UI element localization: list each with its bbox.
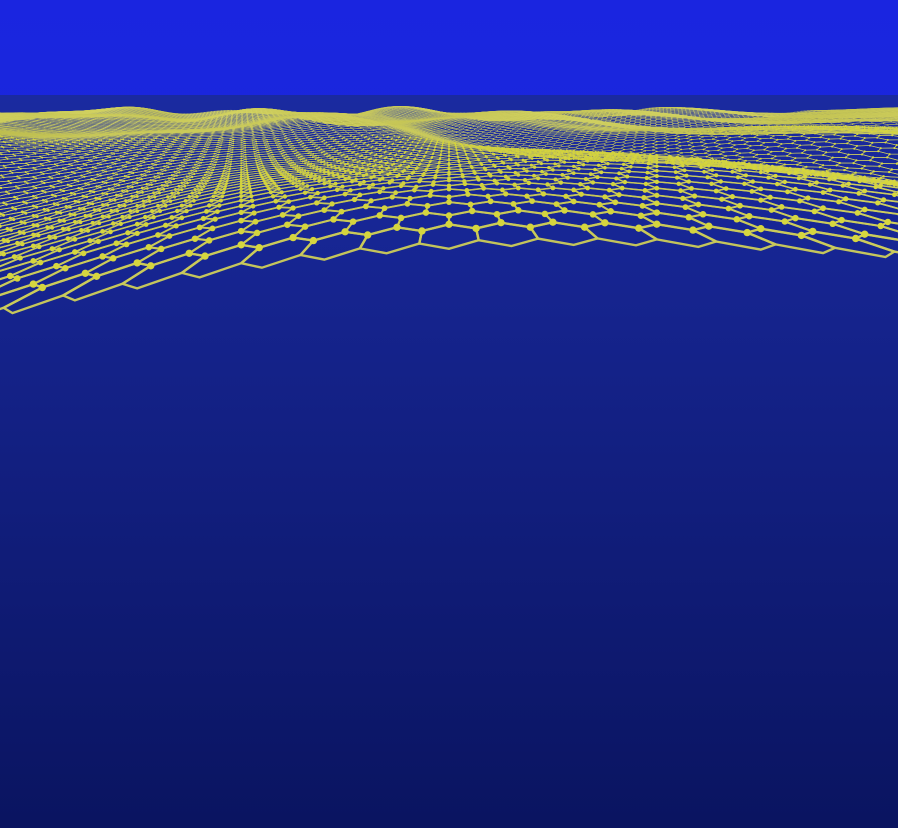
honeycomb-lattice <box>0 106 898 315</box>
